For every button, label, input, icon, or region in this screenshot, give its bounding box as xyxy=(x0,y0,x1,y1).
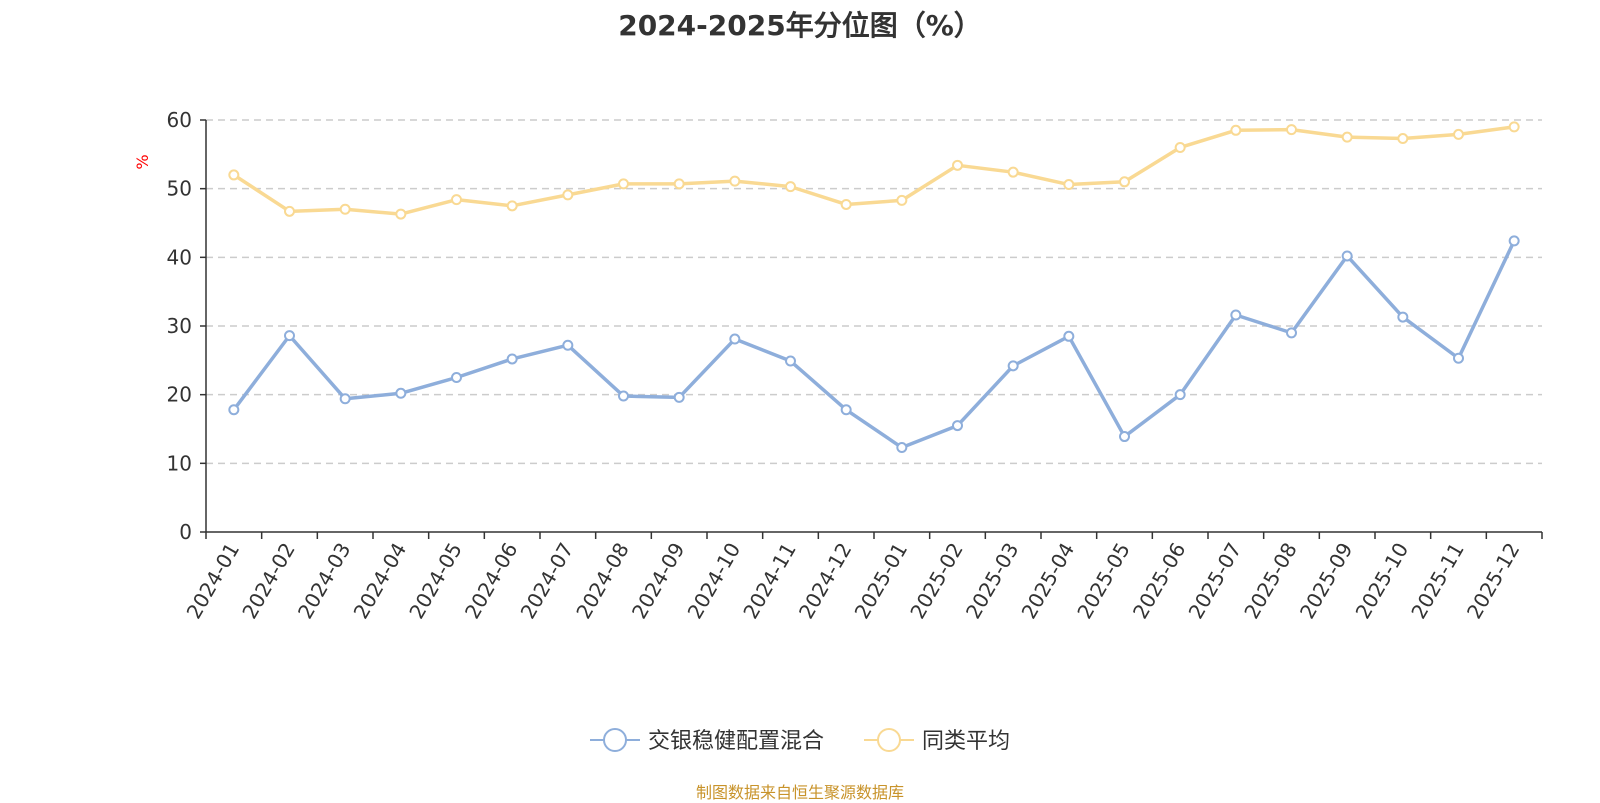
y-tick-label: 20 xyxy=(167,383,192,407)
x-tick-label: 2025-09 xyxy=(1295,539,1358,623)
x-tick-label: 2024-09 xyxy=(627,539,690,623)
series-line-0 xyxy=(232,240,1516,450)
axes: 0102030405060%2024-012024-022024-032024-… xyxy=(133,108,1543,623)
data-point xyxy=(673,178,685,190)
data-point xyxy=(952,420,963,432)
data-point xyxy=(395,208,407,220)
source-note: 制图数据来自恒生聚源数据库 xyxy=(695,783,904,802)
data-point xyxy=(785,181,796,193)
data-point xyxy=(1286,327,1297,339)
x-tick-label: 2024-02 xyxy=(237,539,300,623)
data-point xyxy=(1508,121,1520,133)
data-point xyxy=(395,387,407,399)
y-tick-label: 10 xyxy=(167,451,192,475)
data-point xyxy=(1508,235,1520,247)
data-point xyxy=(284,330,295,342)
x-tick-label: 2025-05 xyxy=(1072,539,1135,623)
x-tick-label: 2024-08 xyxy=(571,539,634,623)
legend-marker xyxy=(603,728,627,752)
x-tick-label: 2025-06 xyxy=(1128,539,1191,623)
x-tick-label: 2025-07 xyxy=(1184,539,1247,623)
x-tick-label: 2025-02 xyxy=(905,539,968,623)
x-tick-label: 2025-01 xyxy=(850,539,913,623)
legend-label: 交银稳健配置混合 xyxy=(648,729,824,754)
data-point xyxy=(562,339,574,351)
data-point xyxy=(1230,124,1242,136)
x-tick-label: 2024-05 xyxy=(404,539,467,623)
data-point xyxy=(339,203,351,215)
data-point xyxy=(1397,311,1409,323)
data-point xyxy=(284,205,295,217)
data-point xyxy=(729,333,741,345)
data-point xyxy=(896,194,908,206)
legend-label: 同类平均 xyxy=(922,729,1010,754)
x-tick-label: 2024-04 xyxy=(349,539,412,623)
data-point xyxy=(451,194,462,206)
data-point xyxy=(1453,352,1464,364)
legend-marker xyxy=(877,728,901,752)
x-tick-label: 2024-01 xyxy=(182,539,245,623)
data-point xyxy=(1063,179,1075,191)
data-point xyxy=(506,200,518,212)
x-tick-label: 2025-03 xyxy=(961,539,1024,623)
data-point xyxy=(1397,133,1409,145)
data-point xyxy=(339,393,351,405)
data-point xyxy=(952,159,963,171)
data-point xyxy=(1007,360,1019,372)
series-line-1 xyxy=(232,125,1515,216)
data-point xyxy=(618,178,629,190)
x-tick-label: 2024-11 xyxy=(738,539,801,623)
data-point xyxy=(840,404,852,416)
x-tick-label: 2024-10 xyxy=(683,539,746,623)
x-tick-label: 2025-11 xyxy=(1406,539,1469,623)
data-point xyxy=(228,404,240,416)
y-tick-label: 30 xyxy=(167,314,192,338)
data-point xyxy=(1174,389,1186,401)
x-tick-label: 2024-07 xyxy=(516,539,579,623)
data-point xyxy=(729,175,741,187)
y-tick-label: 0 xyxy=(179,520,192,544)
data-point xyxy=(228,169,240,181)
x-tick-label: 2024-12 xyxy=(794,539,857,623)
x-tick-label: 2024-03 xyxy=(293,539,356,623)
data-point xyxy=(1007,166,1019,178)
data-point xyxy=(1119,176,1130,188)
data-point xyxy=(673,391,685,403)
x-tick-label: 2025-08 xyxy=(1239,539,1302,623)
series-layer xyxy=(228,121,1520,454)
x-tick-label: 2024-06 xyxy=(460,539,523,623)
x-tick-label: 2025-10 xyxy=(1351,539,1414,623)
data-point xyxy=(1286,124,1297,136)
y-axis-label: % xyxy=(133,154,152,169)
data-point xyxy=(451,372,462,383)
data-point xyxy=(506,353,518,365)
x-tick-label: 2025-12 xyxy=(1462,539,1525,623)
y-tick-label: 60 xyxy=(167,108,192,132)
grid-lines xyxy=(206,119,1542,465)
data-point xyxy=(1063,330,1075,342)
data-point xyxy=(562,189,574,201)
data-point xyxy=(1174,141,1186,153)
data-point xyxy=(896,442,908,454)
chart-title: 2024-2025年分位图（%） xyxy=(618,9,982,42)
data-point xyxy=(785,355,796,367)
data-point xyxy=(840,198,852,210)
data-point xyxy=(1230,309,1242,321)
legend: 交银稳健配置混合 同类平均 xyxy=(590,728,1010,754)
data-point xyxy=(618,390,629,402)
x-tick-label: 2025-04 xyxy=(1017,539,1080,623)
data-point xyxy=(1119,431,1130,443)
y-tick-label: 40 xyxy=(167,245,192,269)
data-point xyxy=(1341,131,1353,143)
y-tick-label: 50 xyxy=(167,177,192,201)
data-point xyxy=(1341,250,1353,262)
data-point xyxy=(1453,128,1464,140)
